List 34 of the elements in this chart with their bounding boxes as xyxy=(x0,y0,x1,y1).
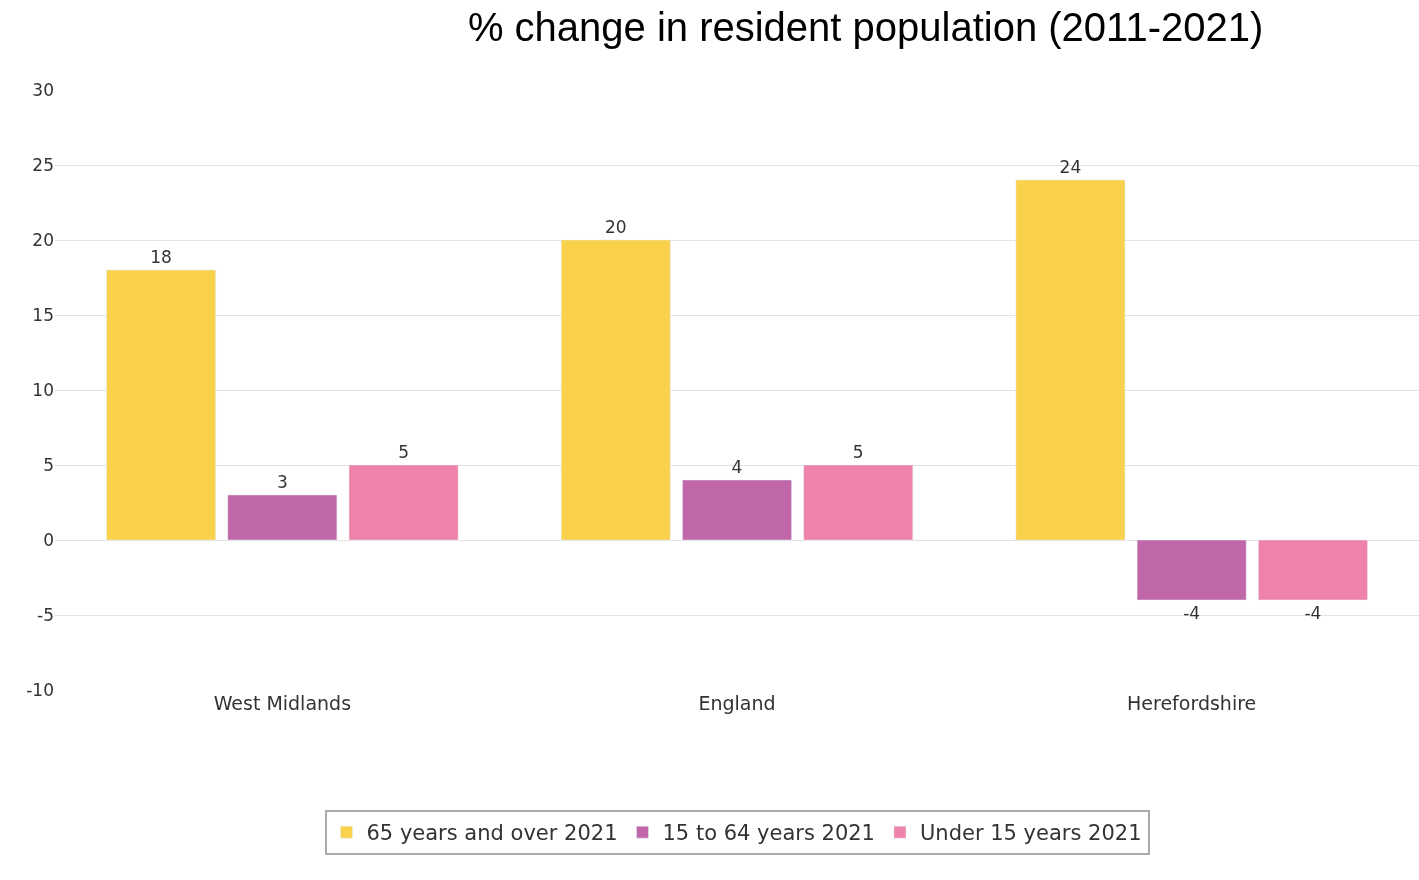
y-tick-label: 25 xyxy=(32,154,54,175)
legend-label: Under 15 years 2021 xyxy=(919,821,1142,846)
bar xyxy=(560,239,671,541)
x-tick-label: West Midlands xyxy=(213,692,352,714)
data-label: 24 xyxy=(1059,157,1082,177)
bar xyxy=(348,464,459,541)
y-tick-label: 30 xyxy=(32,79,54,100)
y-tick-label: 0 xyxy=(43,529,54,550)
bar xyxy=(1015,179,1126,541)
data-label: -4 xyxy=(1183,603,1201,623)
x-tick-label: Herefordshire xyxy=(1127,692,1257,714)
legend-label: 15 to 64 years 2021 xyxy=(662,821,875,846)
data-label: 5 xyxy=(398,442,409,462)
data-label: 20 xyxy=(604,217,627,237)
bar xyxy=(803,464,914,541)
bar xyxy=(1136,539,1247,601)
y-tick-label: 15 xyxy=(32,304,54,325)
y-tick-label: 5 xyxy=(43,454,54,475)
data-label: -4 xyxy=(1304,603,1322,623)
chart-title: % change in resident population (2011-2021) xyxy=(467,5,1264,50)
bar xyxy=(227,494,338,541)
bar xyxy=(1258,539,1368,601)
x-tick-label: England xyxy=(698,692,776,714)
y-tick-label: 20 xyxy=(32,229,54,250)
legend-label: 65 years and over 2021 xyxy=(366,821,618,846)
bar xyxy=(682,479,792,541)
bar xyxy=(106,269,216,541)
data-label: 18 xyxy=(150,247,172,267)
y-tick-label: -10 xyxy=(26,679,54,700)
y-tick-label: 10 xyxy=(32,379,54,400)
data-label: 4 xyxy=(731,457,743,477)
data-label: 5 xyxy=(852,442,864,462)
y-tick-label: -5 xyxy=(37,604,54,625)
data-label: 3 xyxy=(276,472,288,492)
